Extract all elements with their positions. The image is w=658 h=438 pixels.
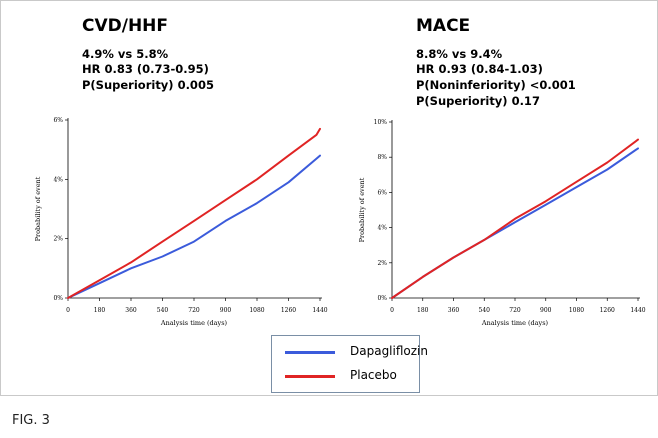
y-tick-label: 6% [377, 189, 387, 196]
legend: Dapagliflozin Placebo [271, 335, 428, 393]
stat-rate: 4.9% vs 5.8% [82, 47, 169, 61]
legend-swatch-placebo [285, 375, 335, 378]
x-tick-label: 720 [188, 307, 200, 314]
legend-label: Placebo [350, 368, 397, 382]
series-line-placebo [67, 127, 321, 299]
x-tick-label: 900 [540, 307, 552, 314]
y-tick-label: 8% [377, 154, 387, 161]
x-tick-label: 180 [417, 307, 429, 314]
x-tick-label: 0 [66, 307, 70, 314]
chart-mace: 0 180 360 540 720 900 1080 1260 1440 0% 2% 4% 6% 8% 10… [358, 119, 646, 327]
figure-frame [0, 0, 658, 396]
series-line-placebo [391, 138, 639, 299]
y-tick-label: 2% [377, 260, 387, 267]
figure-caption: FIG. 3 [12, 413, 50, 428]
stat-hazard-ratio: HR 0.83 (0.73-0.95) [82, 62, 209, 76]
series-line-dapagliflozin [67, 154, 321, 299]
x-tick-label: 720 [509, 307, 521, 314]
x-axis-label: Analysis time (days) [481, 319, 549, 327]
chart-cvd-hhf: 0 180 360 540 720 900 1080 1260 1440 0% 2% 4% 6% Anal… [34, 117, 328, 327]
x-tick-label: 1080 [569, 307, 584, 314]
legend-label: Dapagliflozin [350, 344, 428, 358]
x-tick-label: 1440 [312, 307, 327, 314]
x-axis-label: Analysis time (days) [160, 319, 228, 327]
legend-item-dapagliflozin: Dapagliflozin [272, 343, 428, 361]
x-tick-label: 1440 [630, 307, 645, 314]
x-tick-label: 180 [94, 307, 106, 314]
stat-p-superiority: P(Superiority) 0.005 [82, 78, 214, 92]
y-tick-label: 4% [53, 176, 63, 183]
x-tick-label: 1260 [600, 307, 615, 314]
x-tick-label: 360 [448, 307, 460, 314]
y-axis-label: Probability of event [358, 177, 366, 242]
stat-p-superiority: P(Superiority) 0.17 [416, 94, 540, 108]
y-tick-label: 0% [377, 295, 387, 302]
series-line-dapagliflozin [391, 147, 639, 299]
y-tick-label: 2% [53, 236, 63, 243]
x-tick-label: 1080 [249, 307, 264, 314]
x-tick-label: 360 [125, 307, 137, 314]
stat-hazard-ratio: HR 0.93 (0.84-1.03) [416, 62, 543, 76]
x-tick-label: 0 [390, 307, 394, 314]
panel-title: CVD/HHF [82, 16, 169, 36]
y-tick-label: 0% [53, 295, 63, 302]
panel-title: MACE [416, 16, 471, 36]
y-axis-label: Probability of event [34, 176, 42, 241]
y-tick-label: 6% [53, 117, 63, 124]
y-tick-label: 10% [374, 119, 388, 126]
x-tick-label: 900 [220, 307, 232, 314]
y-tick-label: 4% [377, 225, 387, 232]
charts-canvas: 0 180 360 540 720 900 1080 1260 1440 0% 2% 4% 6% Anal… [34, 117, 646, 327]
stat-p-noninferiority: P(Noninferiority) <0.001 [416, 78, 576, 92]
stat-rate: 8.8% vs 9.4% [416, 47, 503, 61]
x-tick-label: 540 [157, 307, 169, 314]
x-tick-label: 1260 [281, 307, 296, 314]
x-tick-label: 540 [479, 307, 491, 314]
legend-item-placebo: Placebo [272, 367, 419, 385]
legend-swatch-dapagliflozin [285, 351, 335, 354]
